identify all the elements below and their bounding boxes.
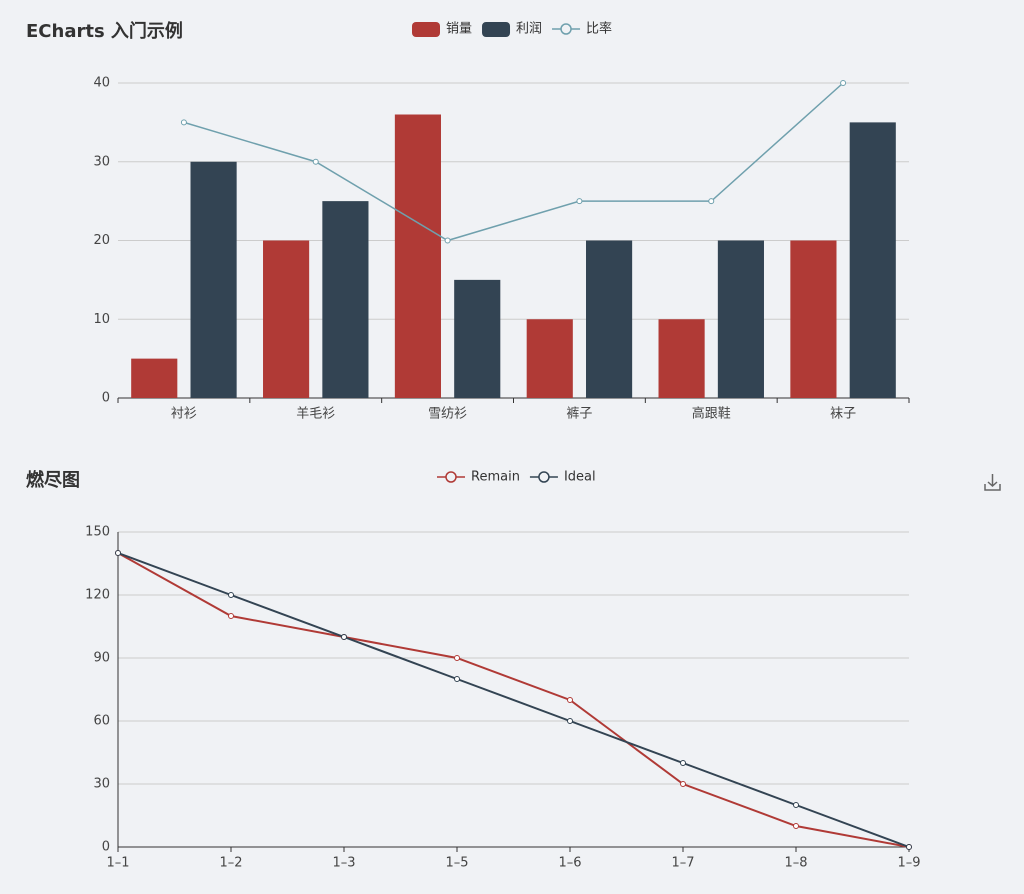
x-tick-label: 1–6 bbox=[558, 856, 581, 871]
x-tick-label: 1–8 bbox=[784, 856, 807, 871]
point bbox=[680, 781, 686, 787]
y-tick-label: 30 bbox=[93, 777, 110, 792]
point bbox=[567, 718, 573, 724]
legend-marker bbox=[445, 471, 457, 483]
bar bbox=[263, 240, 310, 398]
download-tray bbox=[984, 484, 1001, 491]
bar bbox=[526, 319, 573, 398]
bar bbox=[586, 240, 633, 398]
point bbox=[341, 634, 347, 640]
x-tick-label: 1–1 bbox=[106, 856, 129, 871]
point bbox=[793, 802, 799, 808]
point bbox=[115, 550, 121, 556]
y-tick-label: 150 bbox=[85, 525, 110, 540]
bar bbox=[790, 240, 837, 398]
legend-label: Ideal bbox=[564, 470, 596, 485]
x-tick-label: 高跟鞋 bbox=[692, 406, 731, 422]
x-tick-label: 衬衫 bbox=[171, 407, 197, 422]
point bbox=[680, 760, 686, 766]
legend-label: 销量 bbox=[446, 22, 472, 37]
legend-swatch bbox=[412, 22, 440, 37]
legend-label: Remain bbox=[471, 470, 520, 485]
point bbox=[444, 237, 451, 244]
bar bbox=[131, 358, 178, 398]
legend-marker bbox=[538, 471, 550, 483]
point bbox=[567, 697, 573, 703]
download-icon[interactable] bbox=[984, 474, 1001, 491]
bar bbox=[322, 201, 369, 398]
x-tick-label: 1–7 bbox=[671, 856, 694, 871]
series-line bbox=[117, 552, 910, 848]
point bbox=[576, 198, 583, 205]
download-arrow bbox=[987, 474, 998, 488]
x-tick-label: 羊毛衫 bbox=[296, 406, 335, 422]
series-line bbox=[117, 552, 910, 848]
y-tick-label: 90 bbox=[93, 651, 110, 666]
x-tick-label: 1–3 bbox=[332, 856, 355, 871]
y-tick-label: 10 bbox=[93, 312, 110, 327]
point bbox=[708, 198, 715, 205]
legend-marker bbox=[560, 23, 572, 35]
bar bbox=[190, 161, 237, 398]
series-line bbox=[183, 82, 844, 242]
x-tick-label: 雪纺衫 bbox=[428, 407, 467, 422]
legend-label: 比率 bbox=[586, 21, 612, 37]
point bbox=[793, 823, 799, 829]
y-tick-label: 20 bbox=[93, 233, 110, 248]
x-tick-label: 1–2 bbox=[219, 856, 242, 871]
x-tick-label: 裤子 bbox=[566, 407, 592, 422]
y-tick-label: 0 bbox=[102, 840, 110, 855]
bar bbox=[454, 279, 501, 398]
x-tick-label: 1–5 bbox=[445, 856, 468, 871]
bar bbox=[394, 114, 441, 398]
bar bbox=[717, 240, 764, 398]
y-tick-label: 0 bbox=[102, 391, 110, 406]
point bbox=[840, 80, 847, 86]
point bbox=[454, 676, 460, 682]
bar bbox=[658, 319, 705, 398]
y-tick-label: 120 bbox=[85, 588, 110, 603]
point bbox=[454, 655, 460, 661]
legend-swatch bbox=[482, 22, 511, 37]
bar bbox=[849, 122, 896, 398]
point bbox=[312, 158, 319, 165]
y-tick-label: 30 bbox=[93, 154, 110, 169]
y-tick-label: 60 bbox=[93, 714, 110, 729]
point bbox=[906, 844, 912, 850]
x-tick-label: 1–9 bbox=[897, 856, 920, 871]
x-tick-label: 袜子 bbox=[830, 407, 856, 422]
y-tick-label: 40 bbox=[93, 76, 110, 91]
chart-title: 燃尽图 bbox=[26, 469, 80, 491]
legend-label: 利润 bbox=[516, 22, 542, 37]
point bbox=[228, 592, 234, 598]
point bbox=[228, 613, 234, 619]
chart-title: ECharts 入门示例 bbox=[26, 20, 183, 42]
point bbox=[180, 119, 187, 126]
